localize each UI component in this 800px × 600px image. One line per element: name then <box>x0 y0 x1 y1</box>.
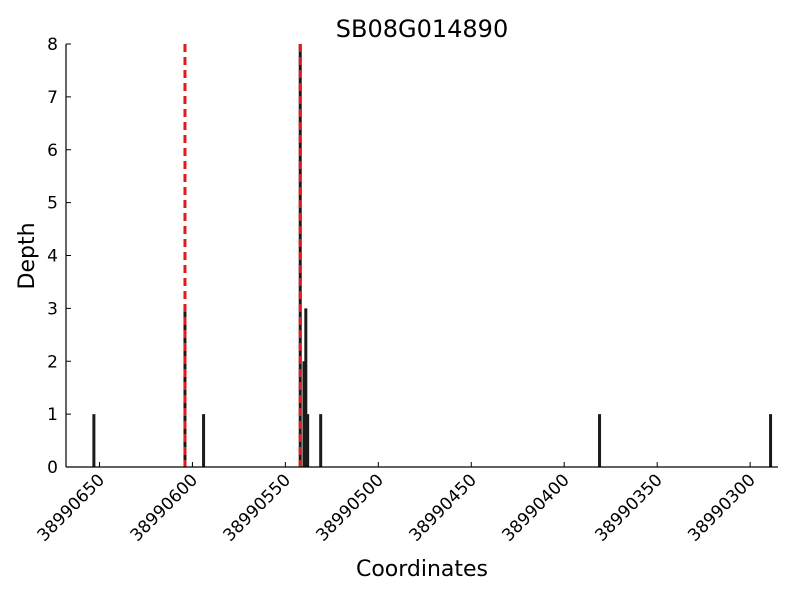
x-tick-label: 38990450 <box>405 470 480 545</box>
depth-bar <box>769 414 773 467</box>
marker-lines-layer <box>183 44 302 467</box>
bars-layer <box>92 44 773 467</box>
x-tick-label: 38990350 <box>591 470 666 545</box>
x-tick-label: 38990550 <box>220 470 295 545</box>
y-axis-title: Depth <box>15 222 40 289</box>
y-tick-label: 2 <box>47 352 58 372</box>
y-tick-label: 4 <box>47 247 58 267</box>
y-tick-label: 5 <box>47 194 58 214</box>
depth-bar <box>202 414 206 467</box>
depth-bar <box>598 414 602 467</box>
depth-bar <box>306 414 310 467</box>
y-tick-label: 1 <box>47 405 58 425</box>
x-tick-label: 38990600 <box>127 470 202 545</box>
y-tick-label: 0 <box>47 458 58 478</box>
y-tick-label: 3 <box>47 299 58 319</box>
x-tick-label: 38990650 <box>34 470 109 545</box>
axes-layer: 0 1 2 3 4 5 6 7 8 38990650 38990600 38990550 3899050… <box>34 35 778 546</box>
y-tick-label: 7 <box>47 88 58 108</box>
chart-title: SB08G014890 <box>336 15 508 43</box>
depth-bar <box>92 414 96 467</box>
x-tick-label: 38990300 <box>684 470 759 545</box>
y-tick-label: 8 <box>47 35 58 55</box>
depth-bar <box>302 361 306 467</box>
x-axis-title: Coordinates <box>356 557 488 582</box>
depth-bar <box>304 308 308 467</box>
y-tick-label: 6 <box>47 141 58 161</box>
depth-bar <box>319 414 323 467</box>
x-tick-label: 38990400 <box>498 470 573 545</box>
x-tick-label: 38990500 <box>313 470 388 545</box>
